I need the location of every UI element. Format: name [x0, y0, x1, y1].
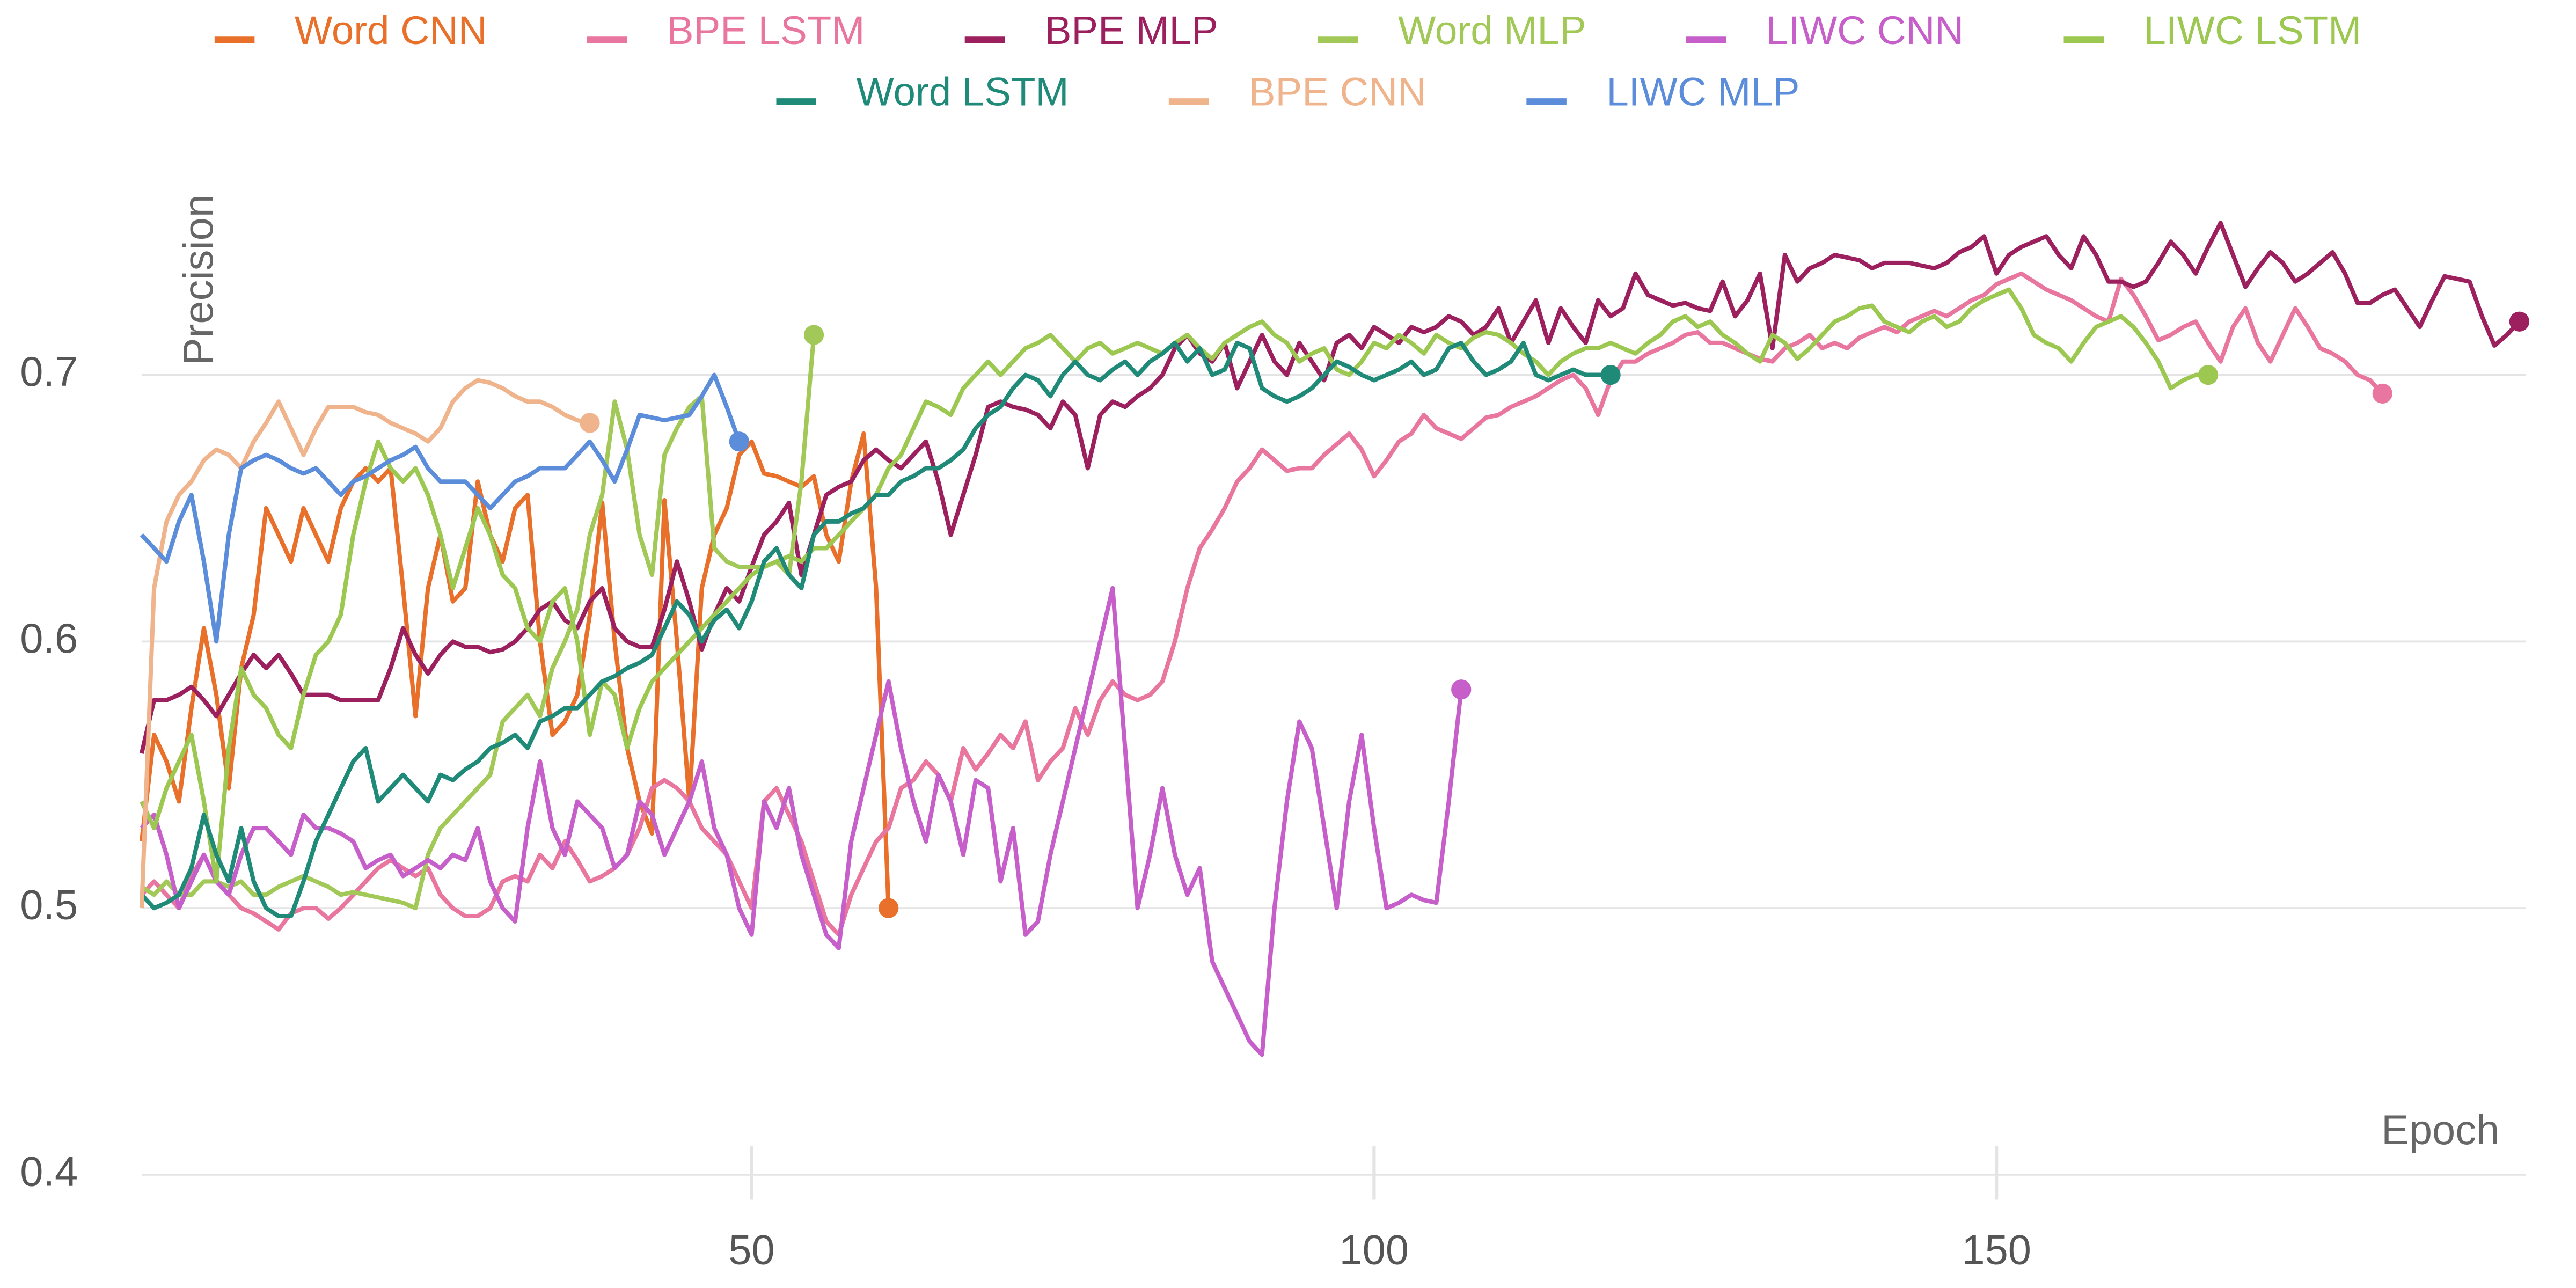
series-line — [139, 221, 2521, 754]
end-marker — [879, 898, 899, 918]
legend-item: BPE CNN — [1168, 70, 1426, 114]
series-line — [140, 271, 2384, 937]
legend-item: LIWC MLP — [1526, 70, 1800, 114]
grid: 0.4 0.5 0.6 0.7 50 100 150 — [20, 349, 2526, 1273]
legend-label: BPE LSTM — [667, 8, 865, 53]
end-marker — [803, 325, 824, 345]
legend-label: BPE MLP — [1045, 8, 1218, 53]
legend: Word CNN BPE LSTM BPE MLP Word MLP LIWC CNN L… — [214, 8, 2361, 114]
series-line — [140, 287, 2208, 884]
y-tick-label: 0.5 — [20, 882, 78, 928]
legend-item: Word CNN — [214, 8, 487, 53]
x-tick-label: 100 — [1340, 1227, 1409, 1273]
legend-item: Word LSTM — [776, 70, 1069, 114]
end-marker — [1451, 679, 1472, 700]
legend-label: Word MLP — [1398, 8, 1586, 53]
lines — [139, 221, 2530, 1057]
series-line — [140, 372, 742, 644]
legend-label: LIWC MLP — [1606, 70, 1799, 114]
end-marker — [2372, 383, 2392, 404]
legend-label: Word LSTM — [857, 70, 1069, 114]
end-marker — [729, 431, 749, 452]
x-axis-label: Epoch — [2381, 1107, 2499, 1153]
legend-item: Word MLP — [1318, 8, 1586, 53]
end-marker — [1600, 364, 1621, 385]
series-line — [140, 340, 1611, 919]
legend-item: BPE MLP — [964, 8, 1218, 53]
x-tick-label: 50 — [728, 1227, 774, 1273]
y-axis-label: Precision — [175, 194, 222, 365]
legend-label: LIWC LSTM — [2144, 8, 2362, 53]
y-tick-label: 0.7 — [20, 349, 78, 395]
end-marker — [2509, 311, 2530, 332]
series-line — [139, 431, 891, 909]
legend-label: Word CNN — [295, 8, 487, 53]
legend-label: BPE CNN — [1249, 70, 1426, 114]
series-line — [139, 378, 590, 909]
y-tick-label: 0.6 — [20, 616, 78, 662]
legend-item: LIWC LSTM — [2063, 8, 2361, 53]
x-tick-label: 150 — [1962, 1227, 2031, 1273]
y-tick-label: 0.4 — [20, 1148, 78, 1195]
end-marker — [2198, 364, 2219, 385]
legend-item: BPE LSTM — [587, 8, 865, 53]
series-line — [140, 586, 1463, 1057]
legend-label: LIWC CNN — [1766, 8, 1964, 53]
end-marker — [580, 413, 600, 433]
legend-item: LIWC CNN — [1686, 8, 1964, 53]
